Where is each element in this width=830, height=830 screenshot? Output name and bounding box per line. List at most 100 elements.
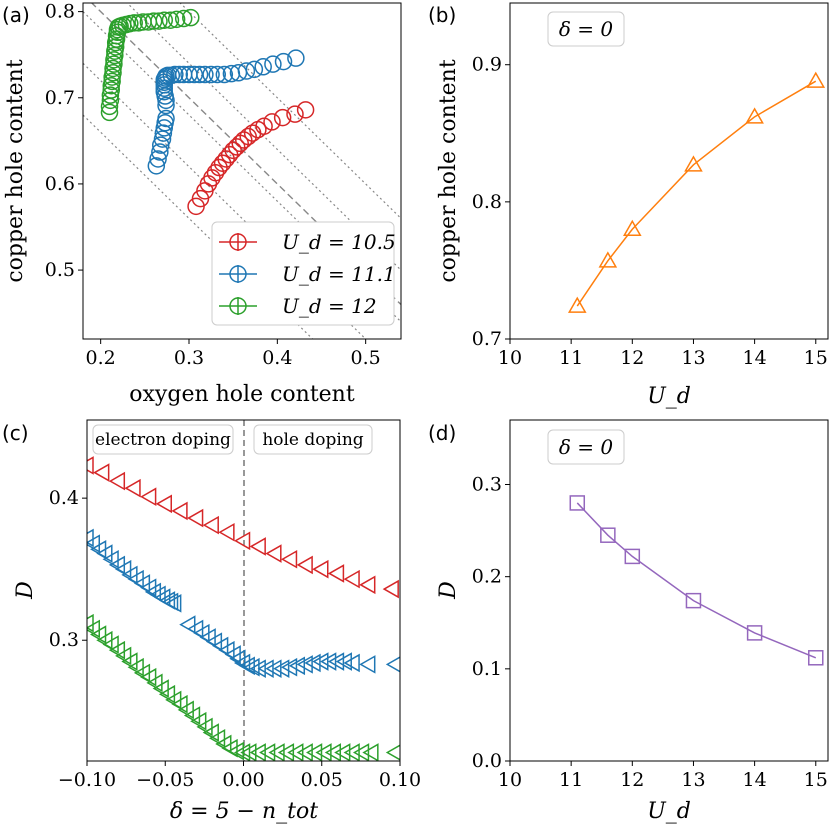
panel-d-xtick-label: 12 — [620, 769, 644, 791]
series-green-point — [352, 743, 370, 761]
series-blue-point — [304, 653, 321, 673]
panel-b-point — [806, 71, 826, 88]
series-blue-point — [140, 578, 157, 597]
series-blue-point — [257, 659, 274, 678]
series-blue-point — [102, 549, 119, 569]
legend-box — [211, 221, 395, 326]
series-blue-point — [187, 619, 204, 639]
series-blue-point — [243, 657, 260, 677]
series-blue-point — [166, 65, 184, 84]
guide-line-dotted — [83, 62, 367, 339]
series-blue-point — [264, 55, 282, 73]
series-green-point — [305, 743, 323, 761]
legend-marker-green — [229, 297, 247, 315]
panel-d-annotation-box — [547, 429, 625, 465]
series-green-point — [196, 717, 213, 737]
series-red-point — [187, 508, 204, 528]
series-green-point — [103, 72, 121, 91]
series-green-point — [101, 91, 120, 110]
region-label-hole: hole doping — [253, 424, 373, 455]
panel-b-ytick-label: 0.9 — [472, 54, 502, 76]
panel-c-xtick-label: 0.10 — [379, 769, 421, 791]
series-blue-point — [343, 653, 360, 673]
panel-b-xtick-label: 14 — [743, 347, 767, 369]
panel-a-ytick-label: 0.7 — [45, 87, 75, 109]
panel-a-legend: U_d = 10.5 U_d = 11.1 U_d = 12 — [211, 221, 396, 326]
panel-d-point — [569, 495, 586, 511]
series-blue-point — [335, 652, 352, 671]
series-blue-point — [280, 657, 298, 677]
region-label-electron: electron doping — [92, 424, 234, 455]
panel-d-series-line — [576, 502, 817, 659]
series-green-point — [106, 38, 125, 56]
panel-b-annotation: δ = 0 — [547, 11, 625, 47]
series-green-point — [240, 743, 257, 761]
panel-label-d: (d) — [428, 421, 456, 445]
series-blue-point — [155, 119, 174, 137]
series-green-point — [115, 646, 132, 666]
panel-b-point — [745, 107, 764, 124]
series-green-point — [249, 743, 266, 761]
panel-b-annotation-text: δ = 0 — [559, 17, 614, 41]
region-label-electron-box — [92, 424, 234, 455]
panel-c-ytick-label: 0.4 — [49, 487, 79, 509]
panel-d-xtick-label: 13 — [681, 769, 705, 791]
series-red-point — [343, 569, 360, 589]
panel-d-xlabel: U_d — [647, 799, 691, 824]
panel-d-annotation-text: δ = 0 — [559, 435, 614, 459]
panel-a-ticks: 0.2 0.3 0.4 0.5 0.5 0.6 0.7 0.8 — [45, 1, 381, 369]
series-blue-point — [87, 528, 94, 548]
series-red-point — [206, 163, 225, 182]
series-green-point — [102, 635, 119, 654]
series-green-point — [146, 673, 163, 693]
panel-d-xtick-label: 14 — [743, 769, 767, 791]
series-blue-point — [165, 593, 182, 613]
region-label-electron-text: electron doping — [95, 430, 231, 450]
series-red-point — [171, 501, 188, 521]
panel-b-point — [684, 155, 703, 172]
series-blue-point — [202, 65, 220, 84]
panel-a-xtick-label: 0.5 — [351, 347, 381, 369]
series-blue-point — [149, 150, 167, 168]
series-blue-point — [157, 96, 175, 115]
panel-d-ytick-label: 0.3 — [472, 474, 502, 496]
panel-b-ytick-label: 0.7 — [472, 328, 502, 350]
series-blue-point — [153, 130, 172, 148]
panel-c-ticks: −0.10 −0.05 0.00 0.05 0.10 0.3 0.4 — [49, 487, 421, 791]
panel-d-frame — [509, 419, 829, 762]
panel-c-xtick-label: −0.05 — [136, 769, 194, 791]
series-green-point — [268, 743, 285, 761]
panel-a-frame — [82, 2, 402, 340]
series-blue-point — [208, 65, 227, 84]
series-green-point — [101, 86, 120, 104]
series-green-point — [174, 9, 193, 28]
series-blue-point — [179, 615, 196, 634]
series-red-point — [296, 101, 315, 119]
series-blue-point — [249, 659, 266, 678]
series-red-point — [93, 463, 110, 482]
series-green-point — [161, 11, 180, 29]
panel-b-ylabel: copper hole content — [436, 59, 461, 282]
series-green-point — [385, 744, 400, 761]
series-red-point — [155, 494, 172, 514]
series-green-point — [87, 619, 101, 639]
series-blue-point — [87, 534, 101, 553]
series-green-point — [277, 743, 295, 761]
series-green-point — [190, 711, 207, 731]
series-red-point — [327, 564, 345, 583]
series-red-point — [263, 113, 281, 131]
series-green-point — [127, 657, 144, 677]
series-green-point — [334, 743, 351, 761]
guide-line-dotted — [126, 3, 401, 271]
panel-a-ytick-label: 0.8 — [45, 1, 75, 23]
panel-a-xtick-label: 0.4 — [262, 347, 292, 369]
legend-marker-red — [229, 233, 247, 251]
series-green-point — [144, 12, 163, 30]
series-red-point — [296, 555, 313, 575]
region-label-hole-text: hole doping — [262, 430, 363, 450]
legend-label-green: U_d = 12 — [282, 294, 377, 318]
series-blue-point — [238, 656, 255, 676]
guide-line-dotted — [179, 3, 401, 219]
series-blue-point — [170, 65, 189, 84]
